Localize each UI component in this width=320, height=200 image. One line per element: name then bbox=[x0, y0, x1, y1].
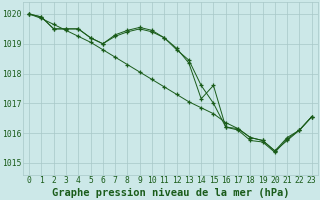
X-axis label: Graphe pression niveau de la mer (hPa): Graphe pression niveau de la mer (hPa) bbox=[52, 188, 289, 198]
